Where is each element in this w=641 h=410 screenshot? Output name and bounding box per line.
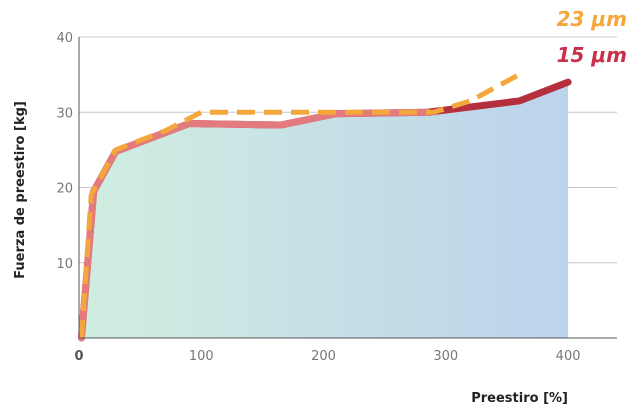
x-tick-label: 300 xyxy=(433,349,458,364)
axes xyxy=(78,37,617,339)
y-tick-label: 20 xyxy=(56,182,73,197)
x-tick-label: 200 xyxy=(311,349,336,364)
x-tick-label: 0 xyxy=(74,349,83,364)
area-under-15um xyxy=(81,82,569,339)
series-line-23um xyxy=(78,72,521,339)
area-fill xyxy=(81,82,569,339)
x-tick-label: 400 xyxy=(556,349,581,364)
x-axis-title: Preestiro [%] xyxy=(471,391,568,406)
y-tick-label: 10 xyxy=(56,257,73,272)
series-lines xyxy=(77,72,572,342)
y-axis-title: Fuerza de preestiro [kg] xyxy=(13,101,28,279)
y-tick-label: 30 xyxy=(56,106,73,121)
x-tick-label: 100 xyxy=(189,349,214,364)
legend-label-23um: 23 μm xyxy=(557,7,627,31)
y-tick-label: 40 xyxy=(56,31,73,46)
legend-label-15um: 15 μm xyxy=(557,43,627,67)
